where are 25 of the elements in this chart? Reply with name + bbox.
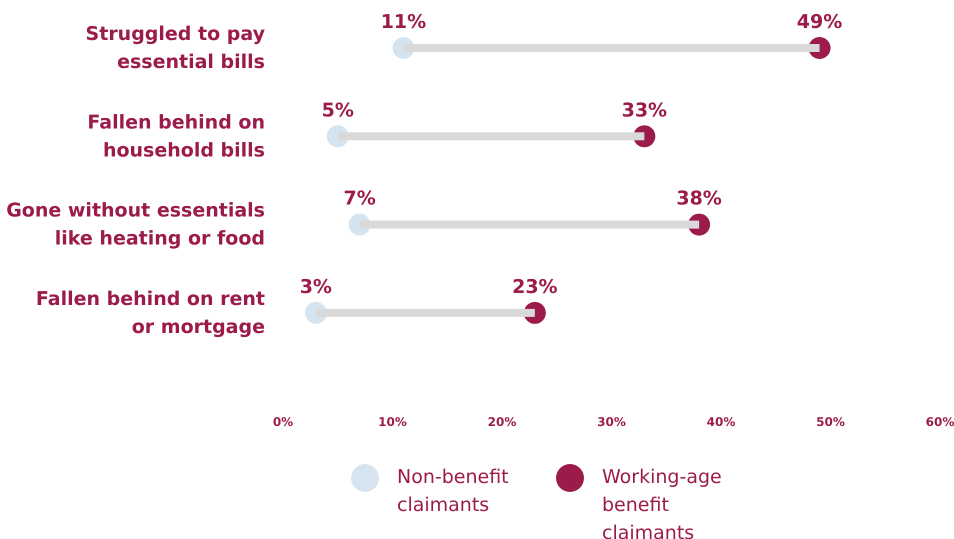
legend-label: Working-age benefit claimants bbox=[602, 466, 722, 539]
x-tick-label: 0% bbox=[272, 415, 294, 429]
x-tick-label: 10% bbox=[378, 415, 407, 429]
legend-label: Non-benefit claimants bbox=[397, 466, 509, 516]
y-tick-label: Fallen behind on rent or mortgage bbox=[36, 288, 265, 338]
data-label: 7% bbox=[344, 188, 376, 210]
data-label: 49% bbox=[796, 11, 842, 33]
bar bbox=[403, 44, 820, 52]
bar bbox=[360, 220, 700, 229]
x-tick-label: 40% bbox=[706, 415, 736, 429]
y-tick-label: Gone without essentials like heating or food bbox=[6, 200, 265, 250]
data-label: 38% bbox=[676, 188, 722, 210]
data-label: 11% bbox=[380, 11, 426, 33]
data-label: 5% bbox=[322, 99, 354, 122]
x-tick-label: 60% bbox=[926, 415, 954, 429]
bar bbox=[316, 308, 535, 317]
bar bbox=[338, 132, 644, 140]
x-tick-label: 20% bbox=[488, 415, 516, 429]
data-label: 3% bbox=[300, 276, 332, 298]
data-label: 33% bbox=[622, 99, 668, 122]
data-label: 23% bbox=[512, 276, 558, 298]
x-tick-label: 30% bbox=[597, 415, 626, 429]
y-tick-label: Fallen behind on household bills bbox=[87, 111, 265, 162]
x-tick-label: 50% bbox=[816, 415, 845, 429]
y-tick-label: Struggled to pay essential bills bbox=[86, 23, 266, 73]
